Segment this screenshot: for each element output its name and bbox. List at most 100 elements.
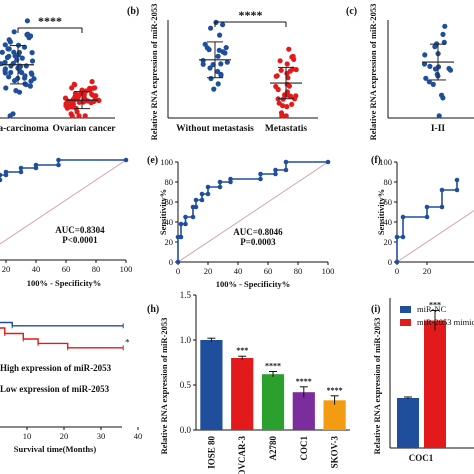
significance-label: **** [327, 386, 343, 395]
data-point [434, 71, 440, 77]
roc-point [199, 191, 205, 197]
data-point [76, 113, 82, 119]
roc-point [439, 204, 445, 210]
data-point [88, 100, 94, 106]
data-point [289, 101, 295, 107]
data-point [2, 42, 8, 48]
roc-point [283, 159, 289, 165]
x-tick-label: Without metastasis [176, 124, 254, 134]
data-point [23, 63, 29, 69]
data-point [426, 79, 432, 85]
roc-point [199, 197, 205, 203]
legend-swatch [400, 306, 411, 313]
y-axis-title: Relative RNA expression of miR-2053 [372, 318, 382, 455]
data-point [218, 61, 224, 67]
roc-point [0, 172, 3, 178]
roc-point [18, 169, 24, 175]
survival-curve [0, 321, 124, 327]
x-tick-label: IOSE 80 [206, 436, 216, 469]
data-point [436, 113, 442, 119]
data-point [211, 86, 217, 92]
bar [200, 340, 223, 430]
significance-label: **** [265, 362, 281, 371]
x-tick-label: 40 [32, 264, 41, 274]
x-tick-label: Ovarian cancer [52, 124, 116, 134]
data-point [22, 73, 28, 79]
data-point [273, 83, 279, 90]
legend-entry: miR-2053 mimic [417, 317, 474, 327]
data-point [16, 89, 23, 95]
data-point [220, 49, 226, 55]
y-tick-label: 20 [384, 237, 393, 247]
data-point [288, 93, 294, 99]
data-point [284, 61, 290, 67]
x-tick-label: COC1 [409, 453, 434, 463]
x-tick-label: OVCAR-3 [237, 436, 247, 474]
data-point [218, 71, 224, 77]
data-point [2, 59, 8, 65]
y-axis-title: Relative RNA expression of miR-2053 [159, 318, 169, 455]
data-point [223, 45, 229, 51]
panel-label-e: (e) [147, 155, 158, 166]
roc-point [205, 191, 211, 197]
x-axis-title: 100% - Specificity% [27, 278, 102, 288]
y-tick-label: 0.0 [180, 425, 192, 435]
significance-label: **** [296, 377, 312, 386]
data-point [28, 33, 34, 39]
bar [424, 320, 446, 448]
data-point [12, 53, 18, 59]
bar [397, 398, 419, 448]
panel-label-i: (i) [371, 304, 380, 315]
significance-label: * [125, 338, 130, 348]
legend-entry: High expression of miR-2053 [0, 363, 112, 373]
roc-point [33, 162, 39, 168]
data-point [215, 81, 221, 87]
roc-point [424, 214, 430, 220]
x-tick-label: 20 [423, 266, 432, 276]
roc-point [394, 234, 400, 240]
x-tick-label: 40 [134, 431, 143, 441]
y-tick-label: 40 [165, 217, 174, 227]
data-point [2, 70, 8, 76]
panel-label-c: (c) [346, 6, 357, 17]
legend-entry: miR-NC [417, 304, 447, 314]
data-point [92, 96, 98, 103]
roc-curve [396, 180, 458, 262]
roc-point [394, 259, 400, 265]
y-axis-title: Relative RNA expression of miR-2053 [149, 4, 159, 141]
roc-point [56, 157, 61, 163]
data-point [422, 52, 428, 58]
data-point [208, 25, 214, 31]
data-point [31, 76, 37, 82]
y-tick-label: 60 [384, 197, 393, 207]
data-point [92, 85, 98, 91]
data-point [4, 54, 10, 61]
roc-point [175, 259, 181, 265]
y-tick-label: 80 [384, 177, 393, 187]
legend-swatch [400, 319, 411, 326]
significance-label: **** [239, 8, 263, 22]
data-point [11, 29, 17, 35]
x-tick-label: 100 [322, 266, 335, 276]
roc-point [325, 159, 331, 165]
data-point [89, 79, 95, 85]
roc-point [3, 169, 9, 175]
y-axis-title: Sensitivity% [376, 189, 386, 235]
data-point [276, 100, 282, 106]
data-point [208, 75, 214, 82]
data-point [69, 85, 75, 91]
data-point [28, 70, 34, 76]
data-point [29, 50, 35, 56]
x-tick-label: 0 [176, 266, 180, 276]
data-point [23, 82, 29, 88]
roc-point [183, 214, 188, 220]
x-tick-label: COC1 [299, 436, 309, 461]
data-point [284, 104, 290, 110]
data-point [200, 61, 206, 67]
data-point [82, 113, 88, 119]
data-point [76, 99, 82, 105]
y-tick-label: 20 [165, 237, 174, 247]
roc-point [183, 221, 188, 227]
data-point [8, 69, 14, 76]
data-point [274, 73, 280, 79]
